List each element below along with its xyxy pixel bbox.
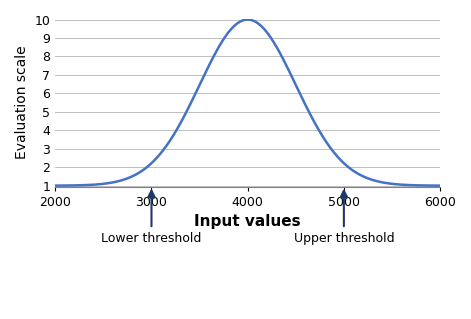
Text: Upper threshold: Upper threshold xyxy=(293,191,394,245)
X-axis label: Input values: Input values xyxy=(195,214,301,229)
Y-axis label: Evaluation scale: Evaluation scale xyxy=(15,46,29,160)
Text: Lower threshold: Lower threshold xyxy=(101,191,202,245)
